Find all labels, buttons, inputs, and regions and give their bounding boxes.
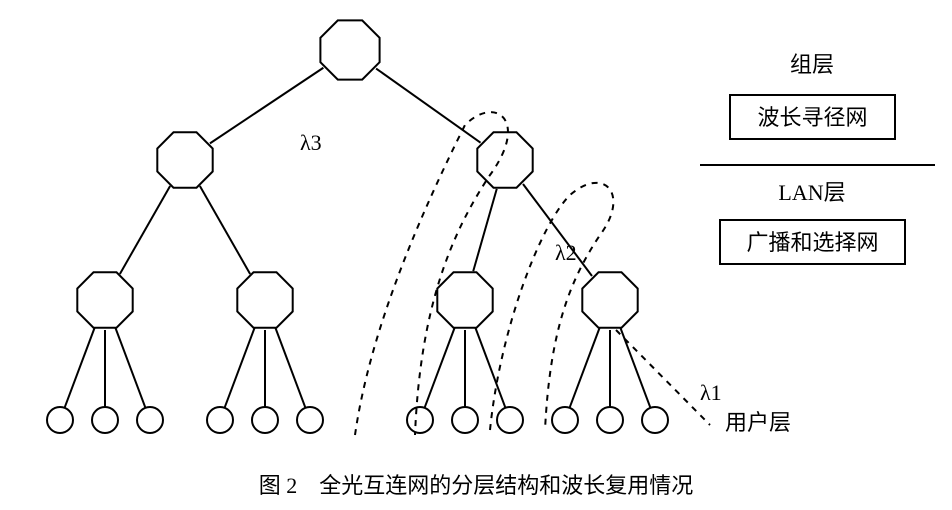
user-node	[47, 407, 73, 433]
user-node	[552, 407, 578, 433]
routing-net-label: 波长寻径网	[757, 105, 867, 130]
tree-edges	[65, 68, 651, 408]
lambda3-label: λ3	[300, 130, 322, 155]
lan-layer-label: LAN层	[778, 180, 845, 205]
user-node	[252, 407, 278, 433]
tree-edge	[376, 69, 480, 143]
broadcast-net-label: 广播和选择网	[746, 230, 878, 255]
tree-edge	[65, 328, 95, 408]
user-node	[642, 407, 668, 433]
user-node	[597, 407, 623, 433]
tree-nodes	[47, 20, 668, 433]
tree-edge	[476, 328, 506, 408]
tree-edge	[225, 328, 255, 408]
user-node	[407, 407, 433, 433]
tree-edge	[425, 328, 455, 408]
tree-edge	[116, 328, 146, 408]
tree-edge	[200, 186, 250, 274]
switch-node	[320, 20, 379, 79]
group-layer-label: 组层	[790, 52, 834, 77]
user-node	[207, 407, 233, 433]
switch-node	[437, 272, 492, 327]
optical-network-diagram: λ3 λ2 λ1 用户层 组层 波长寻径网 LAN层 广播和选择网	[0, 0, 952, 455]
switch-node	[582, 272, 637, 327]
lambda2-label: λ2	[555, 240, 577, 265]
tree-edge	[473, 189, 497, 271]
figure-caption: 图 2 全光互连网的分层结构和波长复用情况	[0, 468, 952, 500]
user-node	[297, 407, 323, 433]
tree-edge	[276, 328, 306, 408]
user-node	[497, 407, 523, 433]
switch-node	[157, 132, 212, 187]
tree-edge	[570, 328, 600, 408]
tree-edge	[120, 186, 170, 274]
user-layer-label: 用户层	[725, 410, 791, 435]
user-node	[137, 407, 163, 433]
switch-node	[237, 272, 292, 327]
lambda1-label: λ1	[700, 380, 722, 405]
user-node	[452, 407, 478, 433]
layer-legend: 组层 波长寻径网 LAN层 广播和选择网	[700, 52, 935, 264]
switch-node	[77, 272, 132, 327]
user-node	[92, 407, 118, 433]
switch-node	[477, 132, 532, 187]
